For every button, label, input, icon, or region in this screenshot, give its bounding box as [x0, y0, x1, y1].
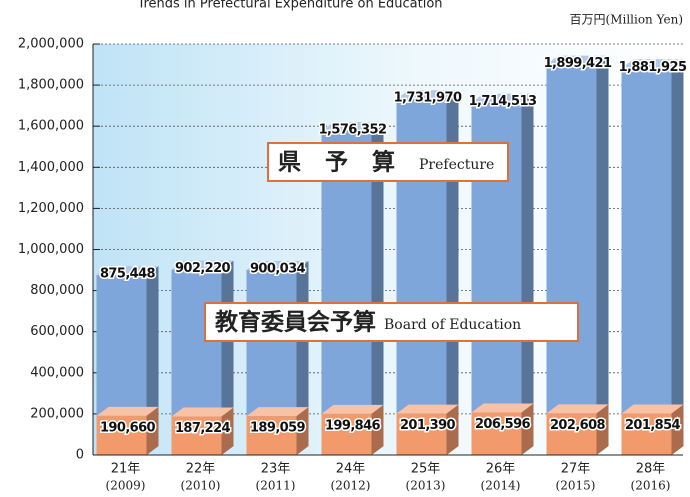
bar-side — [296, 407, 309, 455]
data-label: 1,881,925 — [619, 60, 687, 75]
bar — [321, 413, 372, 455]
bar-top — [246, 261, 309, 271]
x-tick-year: (2015) — [556, 479, 596, 493]
data-label: 190,660 — [100, 420, 156, 435]
bar-side — [371, 122, 384, 455]
bar-top — [621, 404, 684, 414]
bar-top — [621, 59, 684, 69]
data-label: 189,059 — [250, 421, 306, 436]
bar-side — [596, 55, 609, 456]
bar-top — [96, 406, 159, 416]
x-tick-label: 22年 — [186, 462, 216, 477]
bar-top — [546, 404, 609, 414]
y-tick-label: 200,000 — [30, 406, 84, 421]
legend-label-en: Prefecture — [419, 157, 494, 173]
bar-side — [521, 403, 534, 455]
data-label: 201,390 — [400, 418, 456, 433]
y-tick-label: 0 — [76, 448, 84, 463]
legend-label: 教育委員会予算 — [215, 309, 376, 336]
y-tick-label: 800,000 — [30, 283, 84, 298]
bar-side — [671, 59, 684, 456]
data-label: 199,846 — [325, 418, 381, 433]
x-tick-label: 23年 — [261, 462, 291, 477]
y-tick-label: 400,000 — [30, 365, 84, 380]
data-label: 202,608 — [550, 418, 606, 433]
x-tick-year: (2010) — [181, 479, 221, 493]
x-tick-year: (2016) — [631, 479, 671, 493]
x-tick-year: (2012) — [331, 479, 371, 493]
x-tick-year: (2013) — [406, 479, 446, 493]
bar-side — [596, 404, 609, 455]
legend-label: 県 予 算 — [278, 149, 403, 176]
bar-side — [446, 404, 459, 455]
bar — [171, 416, 222, 455]
plot: 0 200,000 400,000 600,000 800,000 1,000,000 1,… — [18, 37, 689, 493]
y-tick-label: 1,600,000 — [18, 119, 84, 134]
data-label: 1,576,352 — [319, 123, 387, 138]
x-tick-label: 27年 — [561, 462, 591, 477]
x-tick-year: (2014) — [481, 479, 521, 493]
bar-top — [396, 404, 459, 414]
y-tick-label: 1,800,000 — [18, 78, 84, 93]
bar-side — [146, 406, 159, 455]
bar — [321, 131, 372, 455]
bar-side — [671, 404, 684, 455]
data-label: 902,220 — [175, 261, 231, 276]
bar-top — [321, 404, 384, 414]
data-label: 875,448 — [100, 267, 156, 282]
bar-top — [396, 90, 459, 100]
data-label: 1,714,513 — [469, 94, 537, 109]
bar — [621, 413, 672, 455]
y-tick-label: 2,000,000 — [18, 37, 84, 52]
x-tick-label: 28年 — [636, 462, 666, 477]
bar-top — [321, 122, 384, 132]
x-tick-label: 24年 — [336, 462, 366, 477]
legend-box — [204, 302, 579, 342]
x-tick-label: 26年 — [486, 462, 516, 477]
bar-top — [96, 266, 159, 276]
data-label: 201,854 — [625, 418, 681, 433]
y-tick-label: 600,000 — [30, 324, 84, 339]
bar-top — [171, 407, 234, 417]
unit-label: 百万円(Million Yen) — [570, 13, 683, 27]
bar — [621, 68, 672, 456]
data-label: 1,899,421 — [544, 56, 612, 71]
legend-box — [267, 142, 509, 182]
y-tick-label: 1,200,000 — [18, 201, 84, 216]
data-label: 206,596 — [475, 417, 531, 432]
bar-side — [371, 404, 384, 455]
bar-side — [521, 93, 534, 456]
bar-top — [246, 407, 309, 417]
bar-top — [471, 403, 534, 413]
bar — [471, 412, 522, 455]
bar — [546, 64, 597, 456]
x-tick-label: 21年 — [111, 462, 141, 477]
bar-top — [171, 260, 234, 270]
bar — [246, 416, 297, 455]
bar — [546, 413, 597, 455]
legend-label-en: Board of Education — [384, 317, 521, 333]
data-label: 1,731,970 — [394, 91, 462, 106]
x-tick-year: (2011) — [256, 479, 296, 493]
bar — [396, 413, 447, 455]
bar-top — [471, 93, 534, 103]
chart-title: Trends in Prefectural Expenditure on Edu… — [136, 0, 442, 12]
data-label: 900,034 — [250, 262, 306, 277]
bar-side — [221, 407, 234, 455]
x-tick-label: 25年 — [411, 462, 441, 477]
bar — [96, 415, 147, 455]
bar-top — [546, 55, 609, 65]
y-tick-label: 1,400,000 — [18, 160, 84, 175]
x-tick-year: (2009) — [106, 479, 146, 493]
y-tick-label: 1,000,000 — [18, 242, 84, 257]
data-label: 187,224 — [175, 421, 231, 436]
